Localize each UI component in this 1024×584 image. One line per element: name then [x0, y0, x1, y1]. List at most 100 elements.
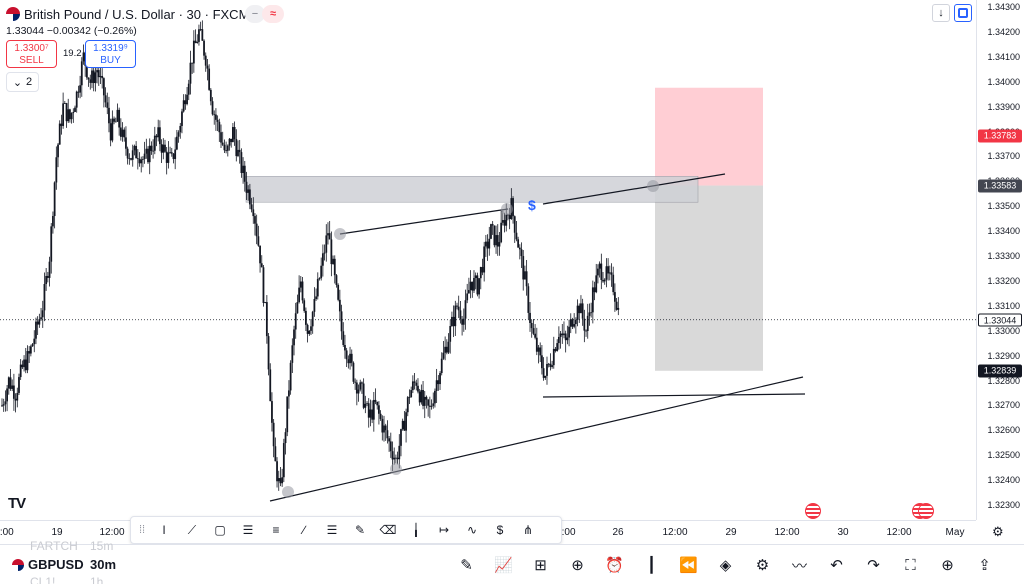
candle-body — [269, 369, 272, 402]
candle-body — [80, 61, 83, 86]
candle-body — [53, 182, 56, 217]
price-note-icon[interactable]: $ — [496, 523, 504, 537]
candle-body — [396, 457, 399, 460]
price-tick: 1.34100 — [987, 51, 1020, 62]
replay-icon[interactable]: ⏪ — [679, 557, 698, 574]
candle-body — [155, 135, 158, 138]
candle-body — [165, 151, 168, 163]
parallel-channel-icon[interactable]: ☰ — [242, 523, 254, 537]
candle-type-icon[interactable]: ┃ — [646, 557, 657, 574]
candle-body — [316, 278, 319, 297]
candle-body — [96, 70, 98, 73]
gear-icon[interactable]: ⚙ — [992, 524, 1004, 539]
settings-sliders-icon[interactable]: ⚙ — [755, 557, 770, 574]
hide-indicators-pill[interactable]: − — [245, 5, 265, 23]
price-tick: 1.33200 — [987, 275, 1020, 286]
trend-line-icon[interactable]: ⟋ — [187, 522, 197, 537]
rectangle-icon[interactable]: ▢ — [214, 523, 226, 537]
candle-body — [233, 127, 236, 140]
undo-icon[interactable]: ↶ — [830, 557, 843, 574]
tradingview-logo-icon[interactable]: TV — [8, 495, 26, 512]
draw-pen-icon[interactable]: ✎ — [460, 557, 473, 574]
candle-body — [588, 312, 591, 316]
ghost-interval-bottom: 1h — [90, 575, 104, 584]
eraser-icon[interactable]: ⌫ — [379, 523, 397, 537]
add-icon[interactable]: ⊕ — [571, 557, 584, 574]
scroll-down-button[interactable]: ↓ — [932, 4, 950, 22]
resistance-zone — [245, 176, 699, 203]
path-icon[interactable]: ∿ — [466, 523, 478, 537]
us-event-flag-icon[interactable] — [805, 503, 821, 519]
candle-body — [512, 198, 514, 217]
candle-body — [97, 70, 100, 78]
symbol-header[interactable]: British Pound / U.S. Dollar · 30 · FXCM — [0, 0, 249, 28]
candle-body — [327, 233, 329, 236]
redo-icon[interactable]: ↷ — [867, 557, 880, 574]
alarm-icon[interactable]: ⏰ — [605, 557, 624, 574]
add-alert-icon[interactable]: ⊕ — [941, 557, 954, 574]
interval-selector[interactable]: 30m — [90, 557, 117, 572]
candle-body — [135, 145, 138, 159]
wave-indicator-pill[interactable]: ≈ — [262, 5, 284, 23]
candle-body — [352, 362, 355, 382]
candle-body — [301, 281, 304, 301]
price-tick: 1.33900 — [987, 101, 1020, 112]
candle-body — [87, 77, 90, 80]
indicators-icon[interactable]: 📈 — [494, 557, 513, 574]
candle-body — [296, 302, 299, 314]
sell-button[interactable]: 1.3300⁷ SELL — [6, 40, 57, 68]
anchor-point — [390, 463, 402, 475]
price-tick: 1.32400 — [987, 475, 1020, 486]
horizontal-ray-icon[interactable]: ↦ — [438, 523, 450, 537]
candle-body — [505, 214, 508, 226]
drag-handle-icon[interactable]: ⁞⁞ — [138, 524, 146, 536]
candle-body — [320, 265, 323, 279]
collapse-indicators-button[interactable]: ⌄ 2 — [6, 72, 39, 92]
line-segment-icon[interactable]: ∕ — [302, 523, 305, 537]
time-tick: 12:00 — [99, 527, 125, 538]
us-event-flag-icon[interactable] — [918, 503, 934, 519]
object-tree-button[interactable] — [954, 4, 972, 22]
grid-icon[interactable]: ⊞ — [534, 557, 547, 574]
candle-body — [532, 328, 535, 334]
price-axis[interactable]: 1.343001.342001.341001.340001.339001.338… — [976, 0, 1024, 520]
candle-body — [332, 258, 334, 265]
horizontal-lines-icon[interactable]: ☰ — [326, 523, 338, 537]
drawing-toolbar[interactable]: ⁞⁞ ǀ ⟋ ▢ ☰ ≡ ∕ ☰ ✎ ⌫ ╽ ↦ ∿ $ ⋔ — [130, 516, 562, 544]
candle-body — [415, 382, 418, 386]
candle-body — [11, 385, 14, 389]
symbol-selector[interactable]: GBPUSD — [12, 557, 84, 572]
candle-body — [46, 275, 49, 278]
candle-body — [109, 123, 112, 141]
candle-body — [170, 152, 173, 154]
share-icon[interactable]: ⇪ — [978, 557, 991, 574]
candle-body — [31, 344, 34, 347]
candle-body — [131, 150, 134, 160]
strategy-icon[interactable]: 〰 — [791, 557, 807, 575]
candle-body — [89, 79, 92, 83]
candle-body — [556, 343, 559, 351]
candle-body — [250, 204, 253, 210]
candle-body — [607, 266, 610, 274]
candle-body — [428, 405, 431, 407]
brush-icon[interactable]: ✎ — [354, 523, 366, 537]
cursor-line-icon[interactable]: ǀ — [162, 523, 166, 537]
fib-retracement-icon[interactable]: ≡ — [272, 523, 280, 537]
symbol-title[interactable]: British Pound / U.S. Dollar · 30 · FXCM — [24, 6, 250, 22]
candle-body — [262, 267, 265, 303]
price-tick: 1.33700 — [987, 151, 1020, 162]
candle-body — [400, 429, 402, 446]
chart-canvas[interactable]: $ — [0, 0, 976, 520]
time-tick: 12:00 — [550, 527, 576, 538]
buy-button[interactable]: 1.3319⁹ BUY — [85, 40, 136, 68]
layers-icon[interactable]: ◈ — [719, 557, 732, 574]
candle-body — [566, 337, 569, 341]
pitchfork-icon[interactable]: ⋔ — [522, 523, 534, 537]
candle-body — [35, 321, 37, 339]
bars-pattern-icon[interactable]: ╽ — [412, 523, 420, 537]
fullscreen-icon[interactable]: ⛶ — [905, 556, 916, 574]
candle-body — [549, 363, 552, 367]
candle-body — [515, 232, 518, 240]
candle-body — [140, 159, 143, 164]
